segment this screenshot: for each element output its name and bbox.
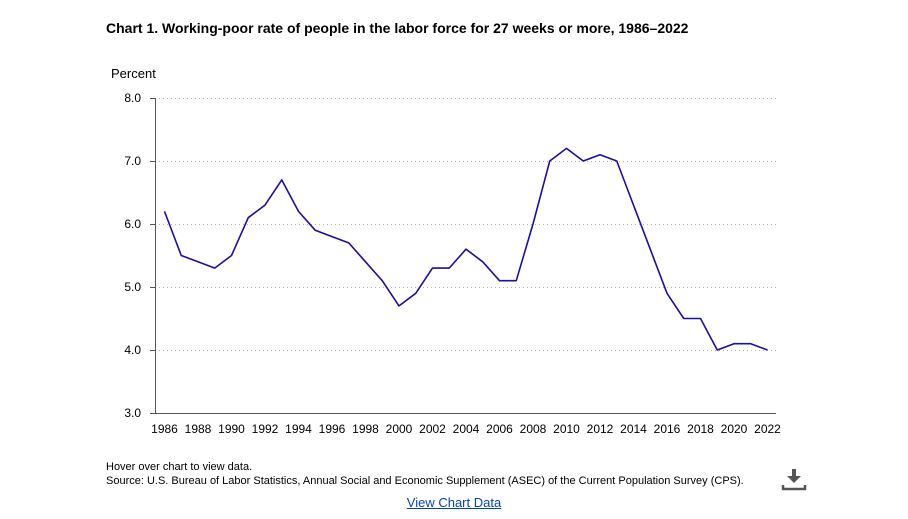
data-point[interactable]: 2019: 4.0: [713, 346, 721, 354]
data-point[interactable]: 2015: 5.6: [646, 245, 654, 253]
view-chart-data-link[interactable]: View Chart Data: [406, 495, 502, 510]
x-axis-ticks: 1986 1988 1990 1992 1994 1996 1998 2000 2002 2004…: [151, 422, 781, 436]
gridlines: [155, 98, 776, 351]
view-chart-data-container: View Chart Data: [0, 495, 908, 510]
x-tick-label: 2020: [721, 422, 748, 436]
x-tick-label: 2010: [553, 422, 580, 436]
y-tick-label: 7.0: [124, 154, 141, 168]
data-point[interactable]: 2022: 4.0: [764, 346, 772, 354]
data-point[interactable]: 1994: 6.2: [295, 207, 303, 215]
x-tick-label: 1988: [185, 422, 212, 436]
x-tick-label: 2004: [453, 422, 480, 436]
x-tick-label: 1996: [319, 422, 346, 436]
data-point[interactable]: 1998: 5.4: [362, 258, 370, 266]
data-point[interactable]: 2011: 7.0: [579, 157, 587, 165]
y-axis-title: Percent: [111, 66, 156, 81]
x-tick-label: 2014: [620, 422, 647, 436]
x-tick-label: 2018: [687, 422, 714, 436]
y-tick-label: 4.0: [124, 343, 141, 357]
data-point[interactable]: 2009: 7.0: [546, 157, 554, 165]
data-point[interactable]: 2001: 4.9: [412, 289, 420, 297]
data-point[interactable]: 1995: 5.9: [311, 226, 319, 234]
y-tick-label: 5.0: [124, 280, 141, 294]
data-point[interactable]: 2016: 4.9: [663, 289, 671, 297]
data-point[interactable]: 2005: 5.4: [479, 258, 487, 266]
data-points[interactable]: 1986: 6.2 1987: 5.5 1988: 5.4 1989: 5.3 1990…: [161, 144, 772, 354]
x-tick-label: 2022: [754, 422, 781, 436]
data-point[interactable]: 1991: 6.1: [244, 214, 252, 222]
x-tick-label: 1998: [352, 422, 379, 436]
series-line[interactable]: [163, 147, 768, 351]
data-point[interactable]: 2004: 5.6: [462, 245, 470, 253]
x-tick-label: 2006: [486, 422, 513, 436]
x-tick-label: 2002: [419, 422, 446, 436]
chart-title: Chart 1. Working-poor rate of people in …: [106, 20, 689, 36]
y-axis-ticks: 8.0 7.0 6.0 5.0 4.0 3.0: [124, 91, 155, 420]
data-point[interactable]: 1992: 6.3: [261, 201, 269, 209]
download-icon: [781, 469, 807, 491]
data-point[interactable]: 2020: 4.1: [730, 340, 738, 348]
data-point[interactable]: 2006: 5.1: [496, 277, 504, 285]
data-point[interactable]: 2017: 4.5: [680, 315, 688, 323]
x-tick-label: 1990: [218, 422, 245, 436]
download-button[interactable]: [781, 467, 807, 493]
data-point[interactable]: 2021: 4.1: [747, 340, 755, 348]
data-point[interactable]: 2007: 5.1: [512, 277, 520, 285]
x-tick-label: 2008: [520, 422, 547, 436]
line-chart[interactable]: Percent 8.07.06.05.04.03.0 1986 1988 1990 1…: [0, 0, 908, 460]
data-point[interactable]: 1988: 5.4: [194, 258, 202, 266]
data-point[interactable]: 1989: 5.3: [211, 264, 219, 272]
data-point[interactable]: 2012: 7.1: [596, 151, 604, 159]
data-point[interactable]: 2010: 7.2: [563, 144, 571, 152]
x-tick-label: 1994: [285, 422, 312, 436]
data-point[interactable]: 1997: 5.7: [345, 239, 353, 247]
data-point[interactable]: 1999: 5.1: [378, 277, 386, 285]
x-tick-label: 1986: [151, 422, 178, 436]
data-point[interactable]: 1996: 5.8: [328, 233, 336, 241]
x-tick-label: 1992: [252, 422, 279, 436]
data-point[interactable]: 1987: 5.5: [177, 252, 185, 260]
y-tick-label: 6.0: [124, 217, 141, 231]
y-tick-label: 8.0: [124, 91, 141, 105]
data-point[interactable]: 2003: 5.3: [445, 264, 453, 272]
x-tick-label: 2012: [587, 422, 614, 436]
data-point[interactable]: 1990: 5.5: [228, 252, 236, 260]
source-note: Source: U.S. Bureau of Labor Statistics,…: [106, 475, 744, 487]
data-point[interactable]: 1986: 6.2: [161, 207, 169, 215]
data-point[interactable]: 2000: 4.7: [395, 302, 403, 310]
y-tick-label: 3.0: [124, 406, 141, 420]
data-point[interactable]: 1993: 6.7: [278, 176, 286, 184]
x-tick-label: 2000: [386, 422, 413, 436]
data-point[interactable]: 2013: 7.0: [613, 157, 621, 165]
data-point[interactable]: 2008: 6.0: [529, 220, 537, 228]
data-point[interactable]: 2014: 6.3: [630, 201, 638, 209]
x-tick-label: 2016: [654, 422, 681, 436]
data-point[interactable]: 2002: 5.3: [429, 264, 437, 272]
hover-note: Hover over chart to view data.: [106, 461, 253, 473]
data-point[interactable]: 2018: 4.5: [697, 315, 705, 323]
